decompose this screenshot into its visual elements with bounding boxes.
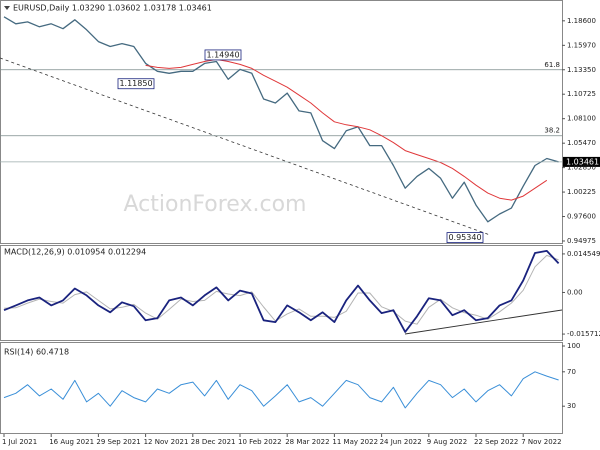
panel-title: RSI(14) 60.4718: [4, 348, 69, 357]
symbol-icon: [4, 6, 10, 10]
price-panel: [0, 0, 563, 244]
y-tick-label: -0.015712: [567, 330, 600, 338]
price-label: 1.03461: [566, 157, 599, 166]
level-label: 61.8: [544, 61, 560, 69]
rsi-panel: [0, 342, 563, 434]
x-tick-label: 12 Nov 2021: [144, 438, 189, 446]
y-tick-label: 1.02850: [567, 164, 596, 172]
macd-trend-line: [404, 309, 563, 335]
y-tick-label: 0.00: [567, 288, 583, 296]
y-tick-label: 30: [567, 402, 576, 410]
annotation-label: 1.11850: [119, 79, 152, 88]
panel-title: EURUSD,Daily 1.03290 1.03602 1.03178 1.0…: [13, 4, 212, 13]
annotation-box: [204, 49, 242, 61]
x-tick-label: 1 Jul 2021: [2, 438, 37, 446]
y-tick-label: 1.10725: [567, 90, 596, 98]
annotation-label: 1.14940: [206, 50, 239, 59]
y-tick-label: 1.15970: [567, 41, 596, 49]
x-tick-label: 29 Sep 2021: [96, 438, 140, 446]
x-tick-label: 11 May 2022: [332, 438, 378, 446]
level-label: 38.2: [544, 127, 560, 135]
x-tick-label: 9 Aug 2022: [427, 438, 467, 446]
price-label-box: [563, 156, 600, 167]
y-tick-label: 1.08100: [567, 115, 596, 123]
x-tick-label: 22 Sep 2022: [474, 438, 518, 446]
annotation-box: [446, 232, 484, 243]
y-tick-label: 100: [567, 342, 580, 350]
y-tick-label: 1.18600: [567, 17, 596, 25]
y-tick-label: 1.00225: [567, 188, 596, 196]
watermark: ActionForex.com: [124, 192, 307, 217]
annotation-label: 0.95340: [448, 233, 481, 242]
y-tick-label: 0.014549: [567, 250, 600, 258]
series-line: [145, 58, 548, 201]
x-tick-label: 28 Mar 2022: [285, 438, 329, 446]
y-tick-label: 1.05470: [567, 139, 596, 147]
annotation-box: [117, 78, 155, 90]
series-line: [3, 371, 559, 409]
macd-panel: [0, 245, 563, 341]
x-tick-label: 7 Nov 2022: [521, 438, 561, 446]
x-tick-label: 28 Dec 2021: [191, 438, 236, 446]
x-tick-label: 24 Jun 2022: [380, 438, 422, 446]
x-tick-label: 10 Feb 2022: [238, 438, 282, 446]
panel-title: MACD(12,26,9) 0.010954 0.012294: [4, 248, 146, 257]
y-tick-label: 70: [567, 368, 576, 376]
series-line: [3, 250, 560, 333]
y-tick-label: 1.13350: [567, 66, 596, 74]
y-tick-label: 0.97600: [567, 213, 596, 221]
y-tick-label: 0.94975: [567, 237, 596, 245]
series-line: [3, 16, 559, 223]
trend-line: [0, 57, 491, 236]
x-tick-label: 16 Aug 2021: [49, 438, 94, 446]
